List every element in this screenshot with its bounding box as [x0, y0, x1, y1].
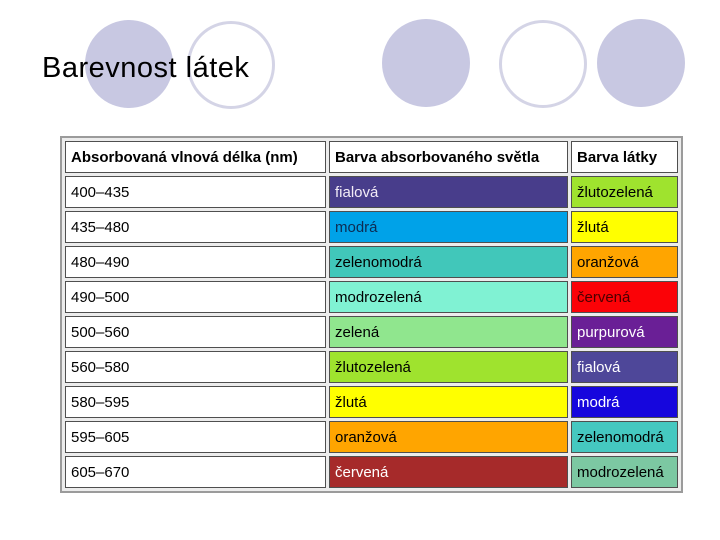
absorption-color-table: Absorbovaná vlnová délka (nm) Barva abso… [60, 136, 683, 493]
wavelength-range-cell: 500–560 [65, 316, 326, 348]
substance-color-cell: oranžová [571, 246, 678, 278]
wavelength-range-cell: 435–480 [65, 211, 326, 243]
absorbed-light-color-cell: oranžová [329, 421, 568, 453]
wavelength-range-cell: 605–670 [65, 456, 326, 488]
absorbed-light-color-cell: fialová [329, 176, 568, 208]
decor-circle-filled-icon [597, 19, 685, 107]
absorbed-light-color-cell: zelenomodrá [329, 246, 568, 278]
substance-color-cell: zelenomodrá [571, 421, 678, 453]
substance-color-cell: žlutá [571, 211, 678, 243]
table-row: 500–560 zelená purpurová [65, 316, 678, 348]
decor-circle-outlined-icon [187, 21, 275, 109]
substance-color-cell: žlutozelená [571, 176, 678, 208]
absorbed-light-color-cell: modrá [329, 211, 568, 243]
absorbed-light-color-cell: žlutozelená [329, 351, 568, 383]
substance-color-cell: fialová [571, 351, 678, 383]
table-row: 580–595 žlutá modrá [65, 386, 678, 418]
table-row: 400–435 fialová žlutozelená [65, 176, 678, 208]
wavelength-range-cell: 490–500 [65, 281, 326, 313]
wavelength-range-cell: 560–580 [65, 351, 326, 383]
substance-color-cell: purpurová [571, 316, 678, 348]
table-row: 605–670 červená modrozelená [65, 456, 678, 488]
substance-color-cell: modrá [571, 386, 678, 418]
wavelength-range-cell: 480–490 [65, 246, 326, 278]
table-row: 595–605 oranžová zelenomodrá [65, 421, 678, 453]
decor-circle-outlined-icon [499, 20, 587, 108]
header-absorbed-light-color: Barva absorbovaného světla [329, 141, 568, 173]
absorbed-light-color-cell: modrozelená [329, 281, 568, 313]
table-header-row: Absorbovaná vlnová délka (nm) Barva abso… [65, 141, 678, 173]
absorbed-light-color-cell: žlutá [329, 386, 568, 418]
wavelength-range-cell: 400–435 [65, 176, 326, 208]
absorption-color-table-wrap: Absorbovaná vlnová délka (nm) Barva abso… [60, 136, 683, 493]
substance-color-cell: červená [571, 281, 678, 313]
absorbed-light-color-cell: červená [329, 456, 568, 488]
absorbed-light-color-cell: zelená [329, 316, 568, 348]
substance-color-cell: modrozelená [571, 456, 678, 488]
page-title: Barevnost látek [42, 52, 250, 84]
decor-circle-filled-icon [85, 20, 173, 108]
table-row: 480–490 zelenomodrá oranžová [65, 246, 678, 278]
header-substance-color: Barva látky [571, 141, 678, 173]
wavelength-range-cell: 595–605 [65, 421, 326, 453]
decor-circle-filled-icon [382, 19, 470, 107]
table-row: 490–500 modrozelená červená [65, 281, 678, 313]
wavelength-range-cell: 580–595 [65, 386, 326, 418]
header-wavelength: Absorbovaná vlnová délka (nm) [65, 141, 326, 173]
table-row: 435–480 modrá žlutá [65, 211, 678, 243]
table-row: 560–580 žlutozelená fialová [65, 351, 678, 383]
table-body: 400–435 fialová žlutozelená 435–480 modrá žlu… [65, 176, 678, 488]
